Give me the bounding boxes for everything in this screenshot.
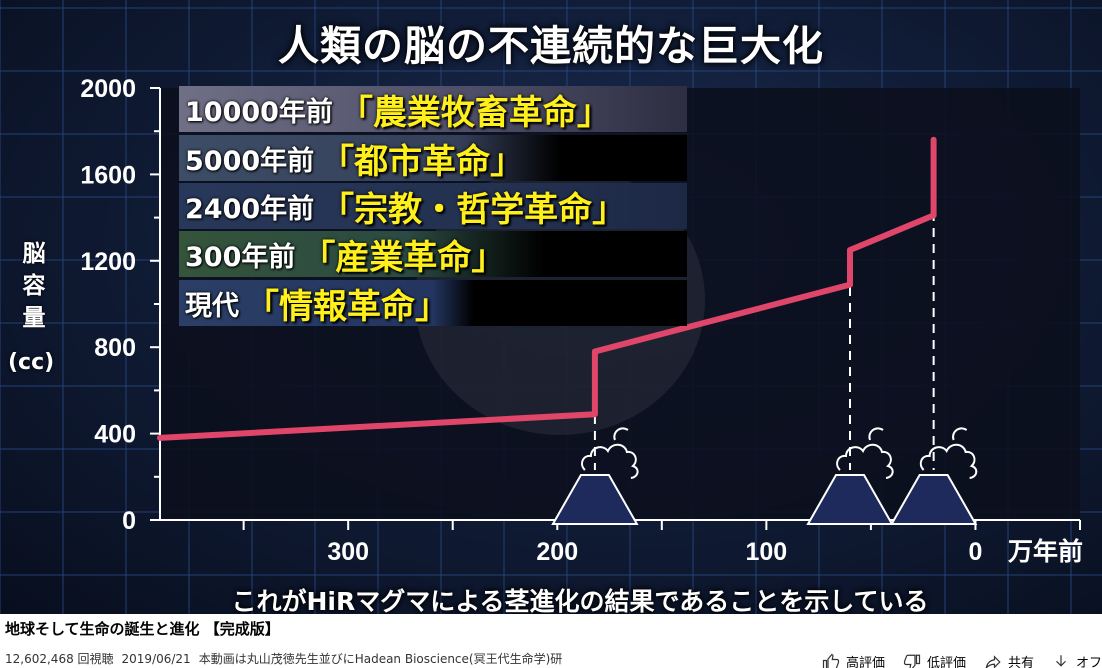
revolution-name: 「都市革命」 [320,141,525,182]
like-button[interactable]: 高評価 [822,652,885,668]
brain-volume-line [157,136,937,441]
upload-date: 2019/06/21 [121,652,191,666]
x-tick-label: 300 [327,538,369,566]
video-meta: 12,602,468 回視聴 2019/06/21 本動画は丸山茂徳先生並びにHad… [5,650,570,667]
smoke-plume [836,443,894,479]
x-tick-label: 200 [536,538,578,566]
revolution-name: 「産業革命」 [301,237,506,278]
video-player[interactable]: 0 400 800 1200 1600 2000 300 200 100 0 万年前 人類の脳の不連… [0,0,1102,614]
smoke-curl [952,427,968,441]
y-axis-unit: (cc) [8,350,55,375]
smoke-plume [581,443,639,479]
volcano-cone [806,474,894,525]
revolution-years: 10000年前 [185,96,333,128]
revolution-years: 300年前 [185,241,296,273]
revolution-years: 5000年前 [185,145,315,177]
share-label: 共有 [1007,656,1034,668]
y-tick-label: 0 [122,507,136,535]
thumbs-down-icon [903,654,921,668]
revolution-caption-religion: 2400年前 「宗教・哲学革命」 [179,183,687,230]
smoke-plume [919,443,978,479]
x-tick-label: 0 [969,538,983,566]
view-count: 12,602,468 回視聴 [5,652,114,666]
revolution-years: 現代 [185,290,239,322]
thumbs-up-icon [822,653,840,668]
volcano-icon [889,427,978,525]
x-tick-label: 100 [746,538,788,566]
volcano-icon [806,427,894,525]
smoke-curl [868,427,884,441]
revolution-caption-urban: 5000年前 「都市革命」 [179,135,687,182]
y-tick-label: 2000 [80,75,136,103]
like-label: 高評価 [845,656,885,668]
y-tick-label: 1200 [80,248,136,276]
y-axis-label: 脳容量 [22,241,46,331]
x-axis-unit: 万年前 [1008,537,1083,566]
revolution-caption-information: 現代 「情報革命」 [179,280,687,327]
dislike-label: 低評価 [926,656,966,668]
share-button[interactable]: 共有 [984,652,1034,668]
download-label: オフ [1075,656,1102,668]
video-subtitle: これがHiRマグマによる茎進化の結果であることを示している [231,587,929,614]
share-icon [985,654,1001,668]
download-button[interactable]: オフ [1052,652,1102,668]
action-bar: 高評価 低評価 共有 オフ [822,652,1102,668]
revolution-caption-agriculture: 10000年前 「農業牧畜革命」 [179,86,687,133]
y-tick-label: 400 [94,421,136,449]
revolution-name: 「農業牧畜革命」 [338,92,611,133]
volcano-cone [889,474,978,525]
revolution-caption-industrial: 300年前 「産業革命」 [179,231,687,278]
smoke-curl [613,427,629,441]
video-title-text: 人類の脳の不連続的な巨大化 [278,22,824,70]
y-tick-label: 800 [94,334,136,362]
volcano-cone [551,474,639,525]
revolution-name: 「宗教・哲学革命」 [320,189,627,230]
volcano-icon [551,427,639,525]
revolution-years: 2400年前 [185,193,315,225]
page-title: 地球そして生命の誕生と進化 【完成版】 [5,620,280,638]
video-info-panel: 地球そして生命の誕生と進化 【完成版】 12,602,468 回視聴 2019/0… [0,614,1102,668]
y-tick-label: 1600 [80,161,136,189]
revolution-name: 「情報革命」 [245,286,449,327]
description-snippet[interactable]: 本動画は丸山茂徳先生並びにHadean Bioscience(冥王代生命学)研 [198,652,563,666]
download-icon [1054,654,1067,668]
dislike-button[interactable]: 低評価 [903,652,966,668]
